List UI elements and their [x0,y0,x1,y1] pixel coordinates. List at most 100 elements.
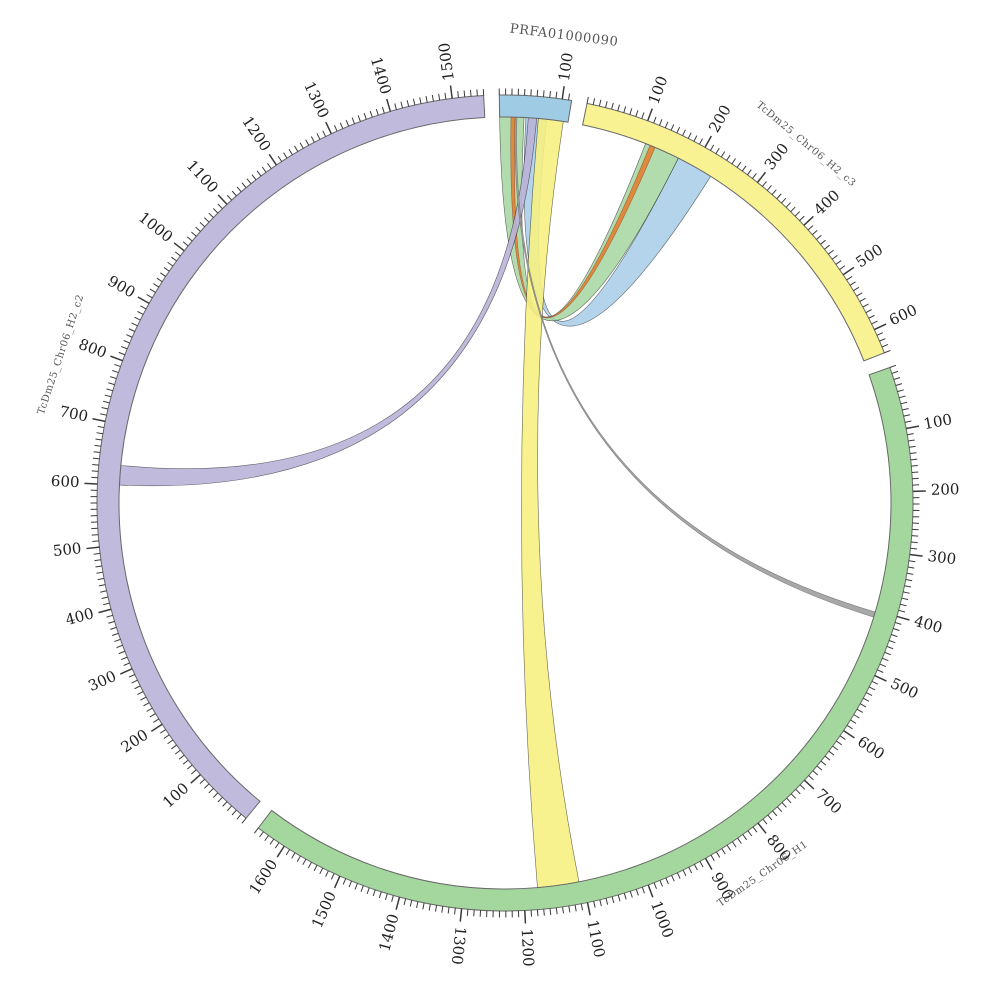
minor-tick [123,340,130,344]
minor-tick [299,142,304,149]
minor-tick [118,650,126,655]
minor-tick [146,707,153,712]
minor-tick [910,547,917,550]
minor-tick [766,185,772,191]
tick-label-c2-400: 400 [63,604,95,629]
minor-tick [114,638,121,643]
major-tick [386,98,392,112]
major-tick [524,910,527,924]
minor-tick [143,702,150,707]
ticks-layer [84,85,926,924]
sector-ticks-h1 [253,364,926,924]
minor-tick [726,154,731,161]
minor-tick [95,438,102,441]
minor-tick [348,880,352,888]
minor-tick [828,249,834,255]
minor-tick [126,334,133,338]
minor-tick [891,634,898,638]
minor-tick [747,830,753,837]
minor-tick [92,464,99,466]
minor-tick [536,89,539,97]
minor-tick [820,239,826,245]
minor-tick [447,907,450,914]
tick-label-c3-600: 600 [886,301,920,329]
minor-tick [682,869,687,877]
minor-tick [412,98,416,106]
minor-tick [881,343,889,348]
minor-tick [908,439,915,442]
minor-tick [274,842,280,849]
minor-tick [434,905,438,912]
minor-tick [191,769,197,775]
minor-tick [110,376,117,380]
minor-tick [345,119,350,127]
minor-tick [246,178,252,185]
minor-tick [882,657,889,662]
minor-tick [241,817,247,824]
minor-tick [357,115,361,122]
minor-tick [593,901,596,908]
tick-label-c2-200: 200 [118,726,152,757]
minor-tick [865,309,872,314]
minor-tick [853,286,860,292]
minor-tick [859,297,866,302]
minor-tick [378,891,382,899]
minor-tick [908,560,916,563]
minor-tick [409,900,413,907]
minor-tick [384,893,388,901]
minor-tick [693,864,698,871]
minor-tick [116,644,123,649]
minor-tick [182,241,189,247]
minor-tick [375,108,379,116]
minor-tick [174,251,181,257]
sector-ticks-c2 [84,85,485,824]
tick-label-c2-1100: 1100 [183,156,222,196]
minor-tick [285,849,291,856]
minor-tick [174,749,181,755]
minor-tick [149,288,156,293]
major-tick [909,553,923,557]
minor-tick [832,745,839,751]
minor-tick [108,382,115,386]
minor-tick [283,152,288,159]
minor-tick [160,729,166,734]
minor-tick [296,855,301,862]
minor-tick [746,169,752,176]
minor-tick [720,151,726,158]
minor-tick [93,451,101,454]
minor-tick [877,669,884,673]
minor-tick [710,144,715,151]
major-tick [268,153,278,166]
minor-tick [846,275,853,281]
minor-tick [94,444,102,447]
minor-tick [909,452,917,455]
minor-tick [96,571,103,574]
minor-tick [853,714,860,719]
minor-tick [241,182,247,189]
minor-tick [839,735,846,740]
minor-tick [799,784,806,790]
minor-tick [419,97,422,104]
major-tick [333,875,341,889]
minor-tick [816,765,823,771]
minor-tick [110,626,117,630]
minor-tick [543,909,545,916]
minor-tick [208,212,214,218]
minor-tick [140,305,147,310]
tick-label-c2-800: 800 [76,335,109,362]
minor-tick [394,103,397,110]
minor-tick [422,902,425,910]
minor-tick [149,713,156,718]
minor-tick [617,104,620,112]
minor-tick [676,126,681,134]
minor-tick [463,90,466,98]
minor-tick [623,893,627,900]
minor-tick [862,303,869,308]
minor-tick [906,572,914,575]
minor-tick [217,203,223,210]
minor-tick [178,754,185,760]
minor-tick [699,138,703,145]
minor-tick [904,420,912,423]
minor-tick [118,351,126,356]
minor-tick [863,697,870,702]
